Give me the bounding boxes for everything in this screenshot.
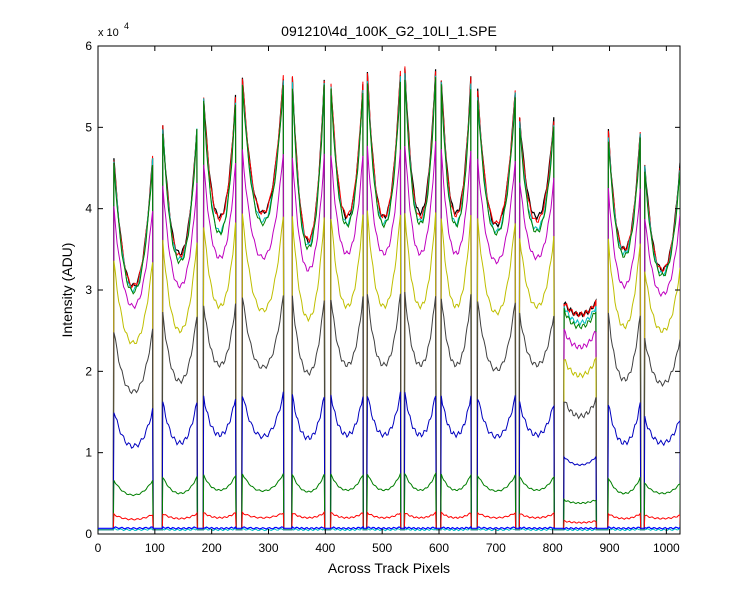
chart-title: 091210\4d_100K_G2_10LI_1.SPE: [281, 23, 497, 39]
plot-area: [97, 45, 681, 535]
y-tick-label: 4: [85, 202, 92, 216]
x-tick-label: 200: [202, 541, 222, 555]
x-tick-label: 300: [258, 541, 278, 555]
x-tick-label: 0: [95, 541, 102, 555]
y-tick-label: 3: [85, 283, 92, 297]
y-tick-label: 6: [85, 39, 92, 53]
x-tick-label: 1000: [653, 541, 680, 555]
y-tick-label: 1: [85, 446, 92, 460]
y-tick-label: 2: [85, 364, 92, 378]
y-tick-label: 5: [85, 120, 92, 134]
series-line: [98, 525, 680, 530]
y-axis-label: Intensity (ADU): [59, 243, 75, 338]
series-line: [98, 527, 680, 532]
x-tick-label: 400: [315, 541, 335, 555]
ticks-layer: 0 100 200 300 400 500 600 700 800 900 1000 0 1 2 3 4 5 6: [85, 39, 680, 555]
x-tick-label: 900: [600, 541, 620, 555]
x-tick-label: 700: [486, 541, 506, 555]
y-exponent-base: x 10: [98, 27, 119, 39]
x-tick-label: 100: [145, 541, 165, 555]
x-tick-label: 500: [372, 541, 392, 555]
x-tick-label: 600: [429, 541, 449, 555]
x-tick-label: 800: [543, 541, 563, 555]
y-tick-label: 0: [85, 527, 92, 541]
x-axis-label: Across Track Pixels: [328, 560, 450, 576]
y-exponent-power: 4: [124, 21, 129, 31]
series-layer: [98, 66, 680, 532]
